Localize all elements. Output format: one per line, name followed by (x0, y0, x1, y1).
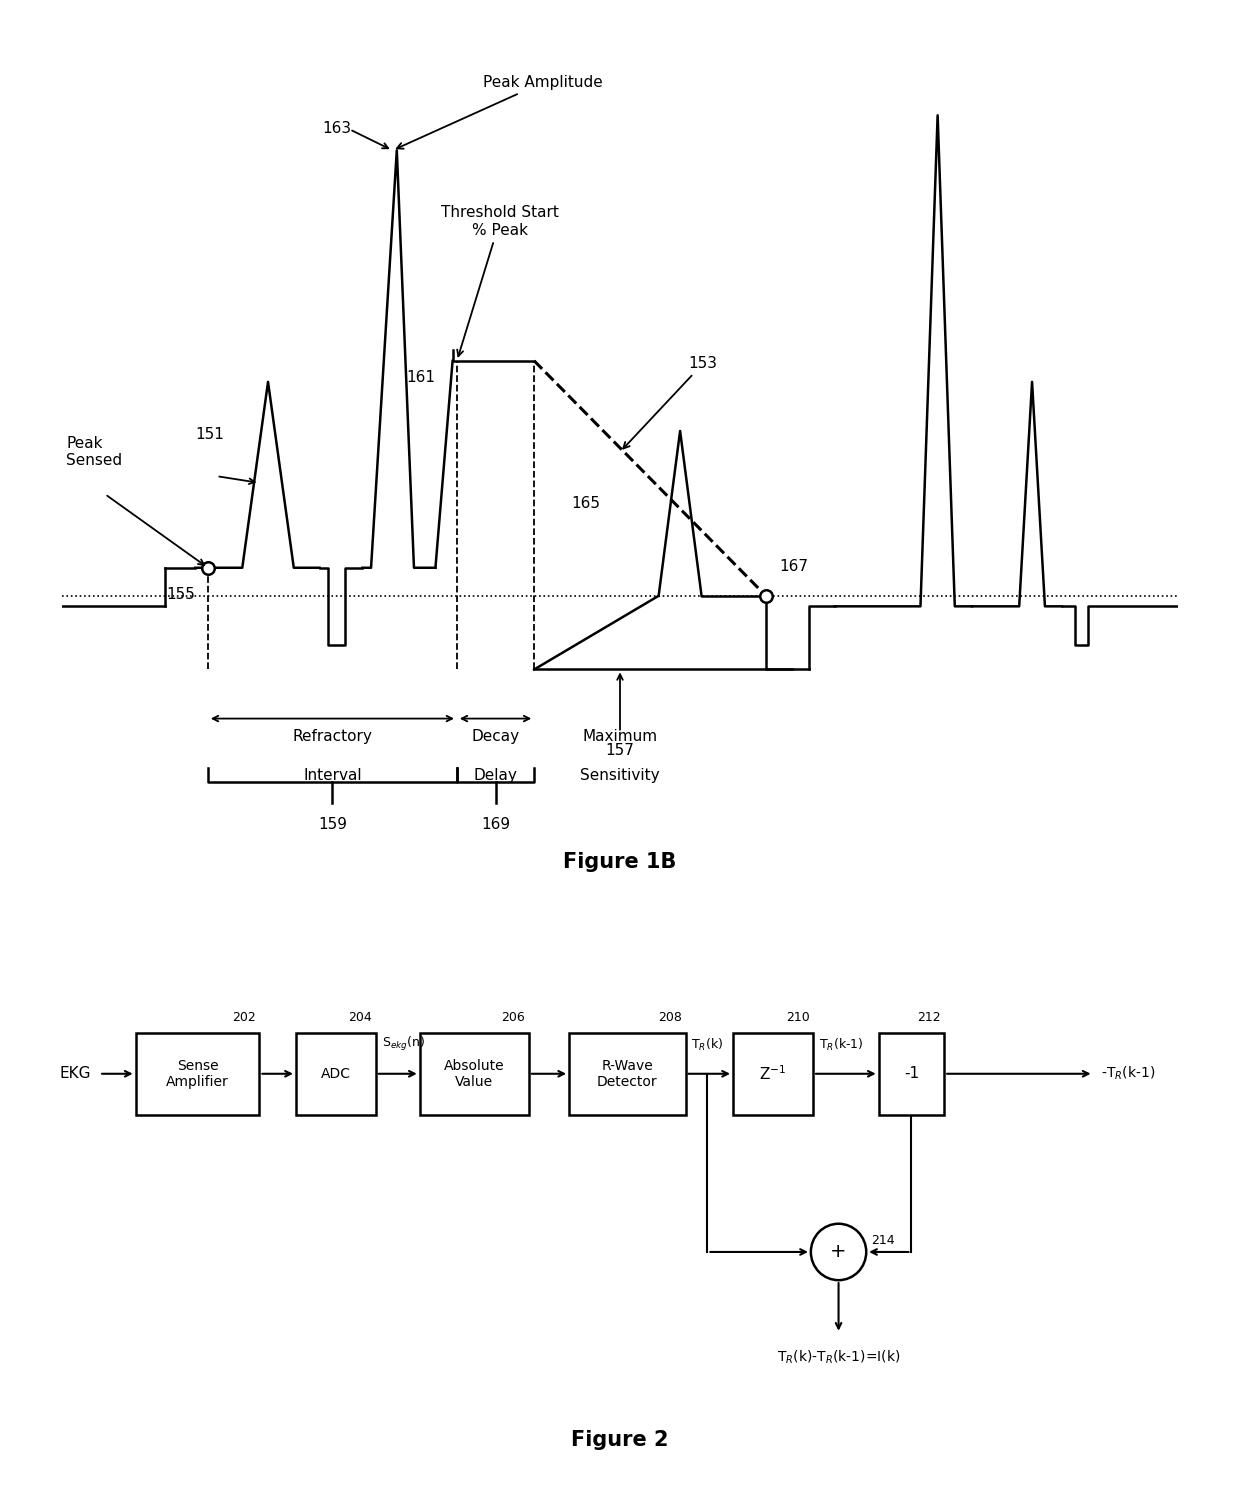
Text: 212: 212 (916, 1011, 940, 1023)
Text: EKG: EKG (60, 1066, 91, 1081)
Text: 161: 161 (407, 370, 435, 385)
Text: +: + (831, 1243, 847, 1261)
Text: Maximum: Maximum (583, 728, 657, 743)
Text: 202: 202 (232, 1011, 255, 1023)
Text: Figure 1B: Figure 1B (563, 852, 677, 871)
Bar (733, 1032, 813, 1115)
Text: 165: 165 (572, 497, 600, 512)
Text: ADC: ADC (321, 1067, 351, 1081)
Text: Sense
Amplifier: Sense Amplifier (166, 1058, 229, 1088)
Text: Peak
Sensed: Peak Sensed (66, 436, 123, 468)
Text: 157: 157 (605, 743, 635, 759)
Text: Z$^{-1}$: Z$^{-1}$ (759, 1064, 786, 1084)
Text: 155: 155 (166, 587, 195, 602)
Text: 151: 151 (195, 427, 224, 442)
Text: 214: 214 (872, 1234, 895, 1248)
Text: 163: 163 (322, 122, 351, 137)
Text: 153: 153 (624, 355, 718, 448)
Text: 167: 167 (779, 560, 807, 575)
Text: Peak Amplitude: Peak Amplitude (397, 75, 603, 149)
Text: 210: 210 (786, 1011, 810, 1023)
Text: -T$_R$(k-1): -T$_R$(k-1) (1101, 1066, 1154, 1082)
Text: Decay: Decay (471, 728, 520, 743)
Bar (296, 1032, 376, 1115)
Text: S$_{ekg}$(n): S$_{ekg}$(n) (382, 1035, 425, 1053)
Text: 204: 204 (348, 1011, 372, 1023)
Text: 159: 159 (317, 817, 347, 832)
Bar (419, 1032, 529, 1115)
Bar (569, 1032, 686, 1115)
Text: 208: 208 (658, 1011, 682, 1023)
Bar (879, 1032, 944, 1115)
Bar (135, 1032, 259, 1115)
Text: T$_R$(k): T$_R$(k) (692, 1037, 723, 1054)
Text: T$_R$(k-1): T$_R$(k-1) (818, 1037, 863, 1054)
Text: T$_R$(k)-T$_R$(k-1)=I(k): T$_R$(k)-T$_R$(k-1)=I(k) (776, 1348, 900, 1367)
Circle shape (811, 1224, 867, 1281)
Text: Figure 2: Figure 2 (572, 1430, 668, 1451)
Text: Sensitivity: Sensitivity (580, 768, 660, 783)
Text: Interval: Interval (303, 768, 362, 783)
Text: -1: -1 (904, 1066, 919, 1081)
Text: Refractory: Refractory (293, 728, 372, 743)
Text: R-Wave
Detector: R-Wave Detector (596, 1058, 657, 1088)
Text: 206: 206 (501, 1011, 526, 1023)
Text: 169: 169 (481, 817, 510, 832)
Text: Threshold Start
% Peak: Threshold Start % Peak (441, 205, 559, 357)
Text: Delay: Delay (474, 768, 517, 783)
Text: Absolute
Value: Absolute Value (444, 1058, 505, 1088)
